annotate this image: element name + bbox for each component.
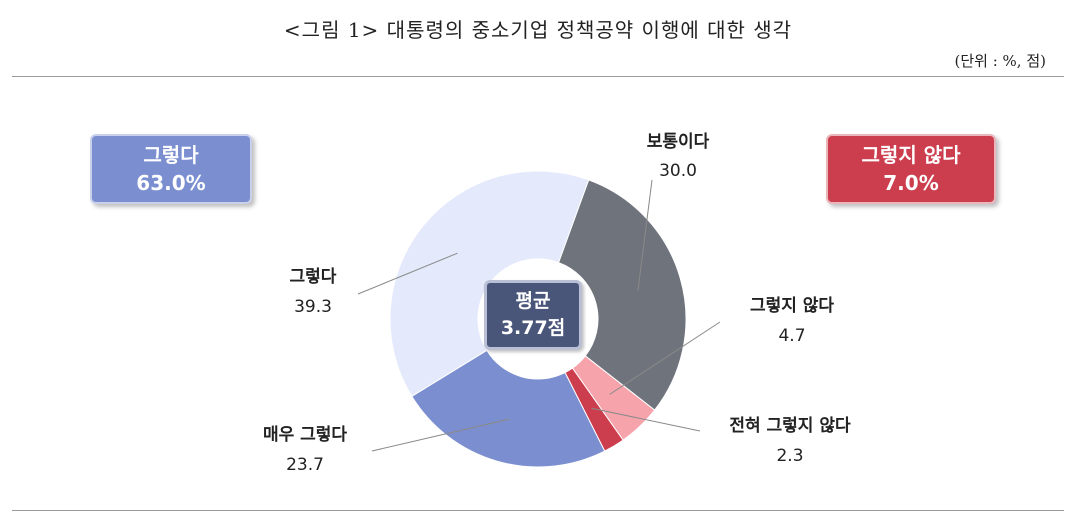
average-value: 3.77점 bbox=[500, 317, 566, 339]
donut-slice-3 bbox=[411, 349, 606, 468]
disagree-summary-value: 7.0% bbox=[883, 171, 939, 195]
slice-label-neutral-value: 30.0 bbox=[659, 161, 697, 181]
top-divider bbox=[12, 76, 1064, 77]
leader-line-3 bbox=[371, 418, 510, 452]
donut-slice-0 bbox=[557, 179, 687, 411]
disagree-summary-label: 그렇지 않다 bbox=[861, 143, 961, 167]
page-title: <그림 1> 대통령의 중소기업 정책공약 이행에 대한 생각 bbox=[283, 18, 793, 42]
slice-label-strongly-disagree-value: 2.3 bbox=[776, 446, 803, 466]
slice-label-neutral-name: 보통이다 bbox=[647, 132, 710, 152]
slice-label-strongly-agree-name: 매우 그렇다 bbox=[263, 425, 347, 445]
average-label: 평균 bbox=[515, 290, 551, 312]
slice-label-strongly-agree-value: 23.7 bbox=[286, 455, 324, 475]
bottom-divider bbox=[12, 510, 1064, 511]
slice-label-disagree-name: 그렇지 않다 bbox=[750, 296, 834, 316]
leader-line-1 bbox=[609, 321, 721, 395]
slice-label-agree-value: 39.3 bbox=[294, 297, 332, 317]
disagree-summary-box: 그렇지 않다 7.0% bbox=[826, 134, 996, 204]
average-badge: 평균 3.77점 bbox=[484, 280, 582, 350]
agree-summary-box: 그렇다 63.0% bbox=[90, 134, 252, 204]
donut-slices bbox=[389, 170, 687, 468]
leader-lines bbox=[357, 179, 721, 452]
slice-label-agree-name: 그렇다 bbox=[290, 267, 337, 287]
leader-line-2 bbox=[591, 407, 701, 432]
agree-summary-value: 63.0% bbox=[136, 171, 206, 195]
unit-note: (단위 : %, 점) bbox=[954, 52, 1046, 70]
leader-line-0 bbox=[637, 179, 653, 291]
slice-label-disagree-value: 4.7 bbox=[778, 326, 805, 346]
slice-label-strongly-disagree-name: 전혀 그렇지 않다 bbox=[729, 416, 851, 436]
agree-summary-label: 그렇다 bbox=[143, 143, 199, 167]
leader-line-4 bbox=[357, 252, 458, 295]
